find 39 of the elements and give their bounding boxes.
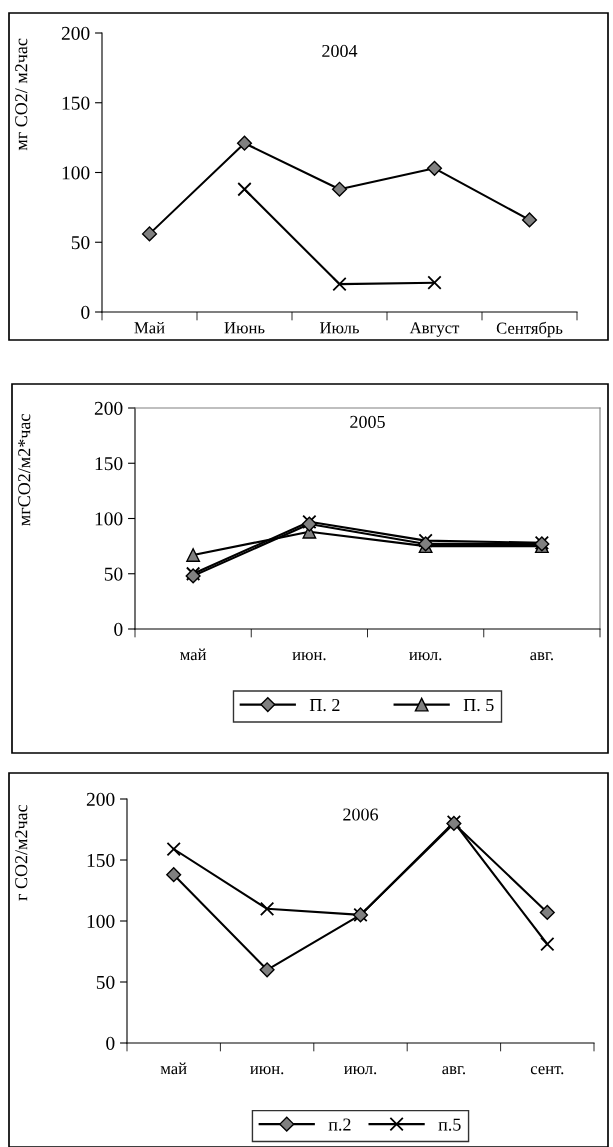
x-tick-label: июн. [250,1066,284,1075]
y-tick-label: 150 [87,853,115,867]
x-tick-label: июл. [409,652,442,661]
legend-label: П. 2 [309,698,340,712]
x-tick-label: Август [409,322,460,337]
chart-title: 2006 [343,808,379,821]
y-tick-label: 0 [81,305,90,319]
y-tick-label: 0 [114,622,123,636]
y-tick-label: 50 [96,975,115,989]
x-tick-label: май [180,648,207,661]
chart-title: 2004 [322,44,358,58]
legend-label: п.5 [438,1118,461,1131]
legend-label: п.2 [328,1118,351,1131]
x-tick-label: май [160,1062,187,1075]
y-tick-label: 100 [95,512,123,526]
x-tick-label: Сентябрь [496,321,563,338]
x-tick-label: Май [134,321,165,334]
x-tick-label: авг. [530,652,553,661]
y-axis-title: мг CO2/ м2час [15,38,28,151]
x-tick-label: июл. [344,1066,377,1075]
y-axis-title: г CO2/м2час [15,804,28,901]
y-tick-label: 50 [104,567,123,581]
y-tick-label: 200 [86,792,115,806]
x-tick-label: Июль [319,322,359,334]
x-tick-label: авг. [442,1066,465,1075]
x-tick-label: сент. [530,1066,564,1075]
y-tick-label: 150 [62,96,90,110]
chart-title: 2005 [350,415,385,428]
y-tick-label: 150 [95,457,123,471]
y-tick-label: 200 [94,401,123,415]
y-tick-label: 0 [106,1036,115,1050]
x-tick-label: Июнь [224,322,265,334]
y-tick-label: 100 [87,914,115,928]
legend-label: П. 5 [463,699,494,712]
y-tick-label: 200 [61,26,90,40]
x-tick-label: июн. [292,652,326,661]
y-axis-title: мгCO2/м2*час [18,414,31,526]
y-tick-label: 50 [71,236,90,250]
y-tick-label: 100 [62,166,90,180]
